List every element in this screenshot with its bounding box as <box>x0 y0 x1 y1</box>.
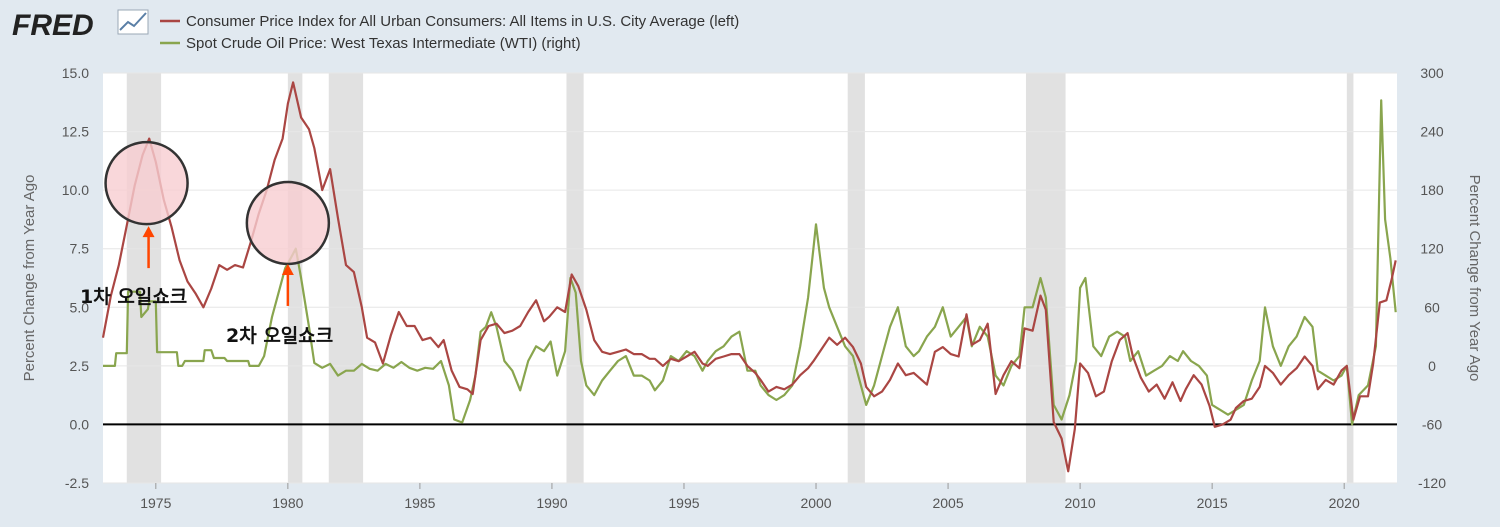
y-left-tick-label: 10.0 <box>62 182 89 198</box>
legend: Consumer Price Index for All Urban Consu… <box>160 13 739 52</box>
legend-item-cpi[interactable]: Consumer Price Index for All Urban Consu… <box>160 13 739 30</box>
x-tick-label: 1975 <box>140 495 171 511</box>
y-right-tick-label: 180 <box>1420 182 1444 198</box>
recession-band <box>1346 73 1354 483</box>
series-line-wti[interactable] <box>103 99 1397 426</box>
y-right-tick-label: 0 <box>1428 358 1436 374</box>
y-left-tick-label: 15.0 <box>62 65 89 81</box>
recession-band <box>126 73 162 483</box>
annotation-second-oil-shock: 2차 오일쇼크 <box>226 180 333 347</box>
y-right-axis-ticks: -120 -60 0 60 120 180 240 300 <box>1418 65 1446 491</box>
legend-label-cpi: Consumer Price Index for All Urban Consu… <box>186 13 739 30</box>
arrow-head <box>281 263 294 275</box>
gridlines <box>103 72 1397 484</box>
x-tick-label: 2015 <box>1197 495 1228 511</box>
legend-label-wti: Spot Crude Oil Price: West Texas Interme… <box>186 35 581 52</box>
fred-logo[interactable]: FRED <box>12 9 149 42</box>
y-left-axis-title: Percent Change from Year Ago <box>21 175 38 382</box>
y-left-tick-label: -2.5 <box>65 475 89 491</box>
y-left-tick-label: 5.0 <box>70 299 90 315</box>
recession-band <box>847 73 865 483</box>
highlight-circle <box>245 180 331 266</box>
fred-logo-text: FRED <box>12 9 94 42</box>
x-tick-label: 1990 <box>536 495 567 511</box>
x-tick-label: 2020 <box>1329 495 1360 511</box>
recession-band <box>328 73 364 483</box>
y-right-tick-label: 240 <box>1420 124 1444 140</box>
y-left-tick-label: 0.0 <box>70 416 90 432</box>
series-line-cpi[interactable] <box>101 81 1397 473</box>
y-right-tick-label: -60 <box>1422 416 1442 432</box>
annotation-first-oil-shock: 1차 오일쇼크 <box>80 140 189 308</box>
recession-band <box>287 73 303 483</box>
legend-item-wti[interactable]: Spot Crude Oil Price: West Texas Interme… <box>160 35 581 52</box>
x-axis-ticks: 1975 1980 1985 1990 1995 2000 2005 2010 2015 2020 <box>140 483 1360 511</box>
series <box>101 81 1397 473</box>
x-tick-label: 1995 <box>668 495 699 511</box>
x-tick-label: 1985 <box>404 495 435 511</box>
chart-line-icon <box>117 9 149 35</box>
x-tick-label: 1980 <box>272 495 303 511</box>
arrow-head <box>142 226 155 238</box>
y-left-tick-label: 2.5 <box>70 358 90 374</box>
plot-area <box>103 73 1397 483</box>
y-right-axis-title: Percent Change from Year Ago <box>1466 175 1483 382</box>
recession-band <box>1025 73 1066 483</box>
x-tick-label: 2000 <box>800 495 831 511</box>
y-right-tick-label: 300 <box>1420 65 1444 81</box>
x-tick-label: 2010 <box>1065 495 1096 511</box>
y-right-tick-label: 60 <box>1424 299 1440 315</box>
highlight-circle <box>104 140 189 226</box>
annotation-label: 2차 오일쇼크 <box>226 325 333 347</box>
annotation-label: 1차 오일쇼크 <box>80 286 187 308</box>
x-tick-label: 2005 <box>932 495 963 511</box>
y-left-axis-ticks: -2.5 0.0 2.5 5.0 7.5 10.0 12.5 15.0 <box>62 65 89 491</box>
recession-shading <box>126 73 1354 483</box>
recession-band <box>566 73 584 483</box>
y-right-tick-label: 120 <box>1420 241 1444 257</box>
y-left-tick-label: 12.5 <box>62 124 89 140</box>
y-right-tick-label: -120 <box>1418 475 1446 491</box>
y-left-tick-label: 7.5 <box>70 241 90 257</box>
